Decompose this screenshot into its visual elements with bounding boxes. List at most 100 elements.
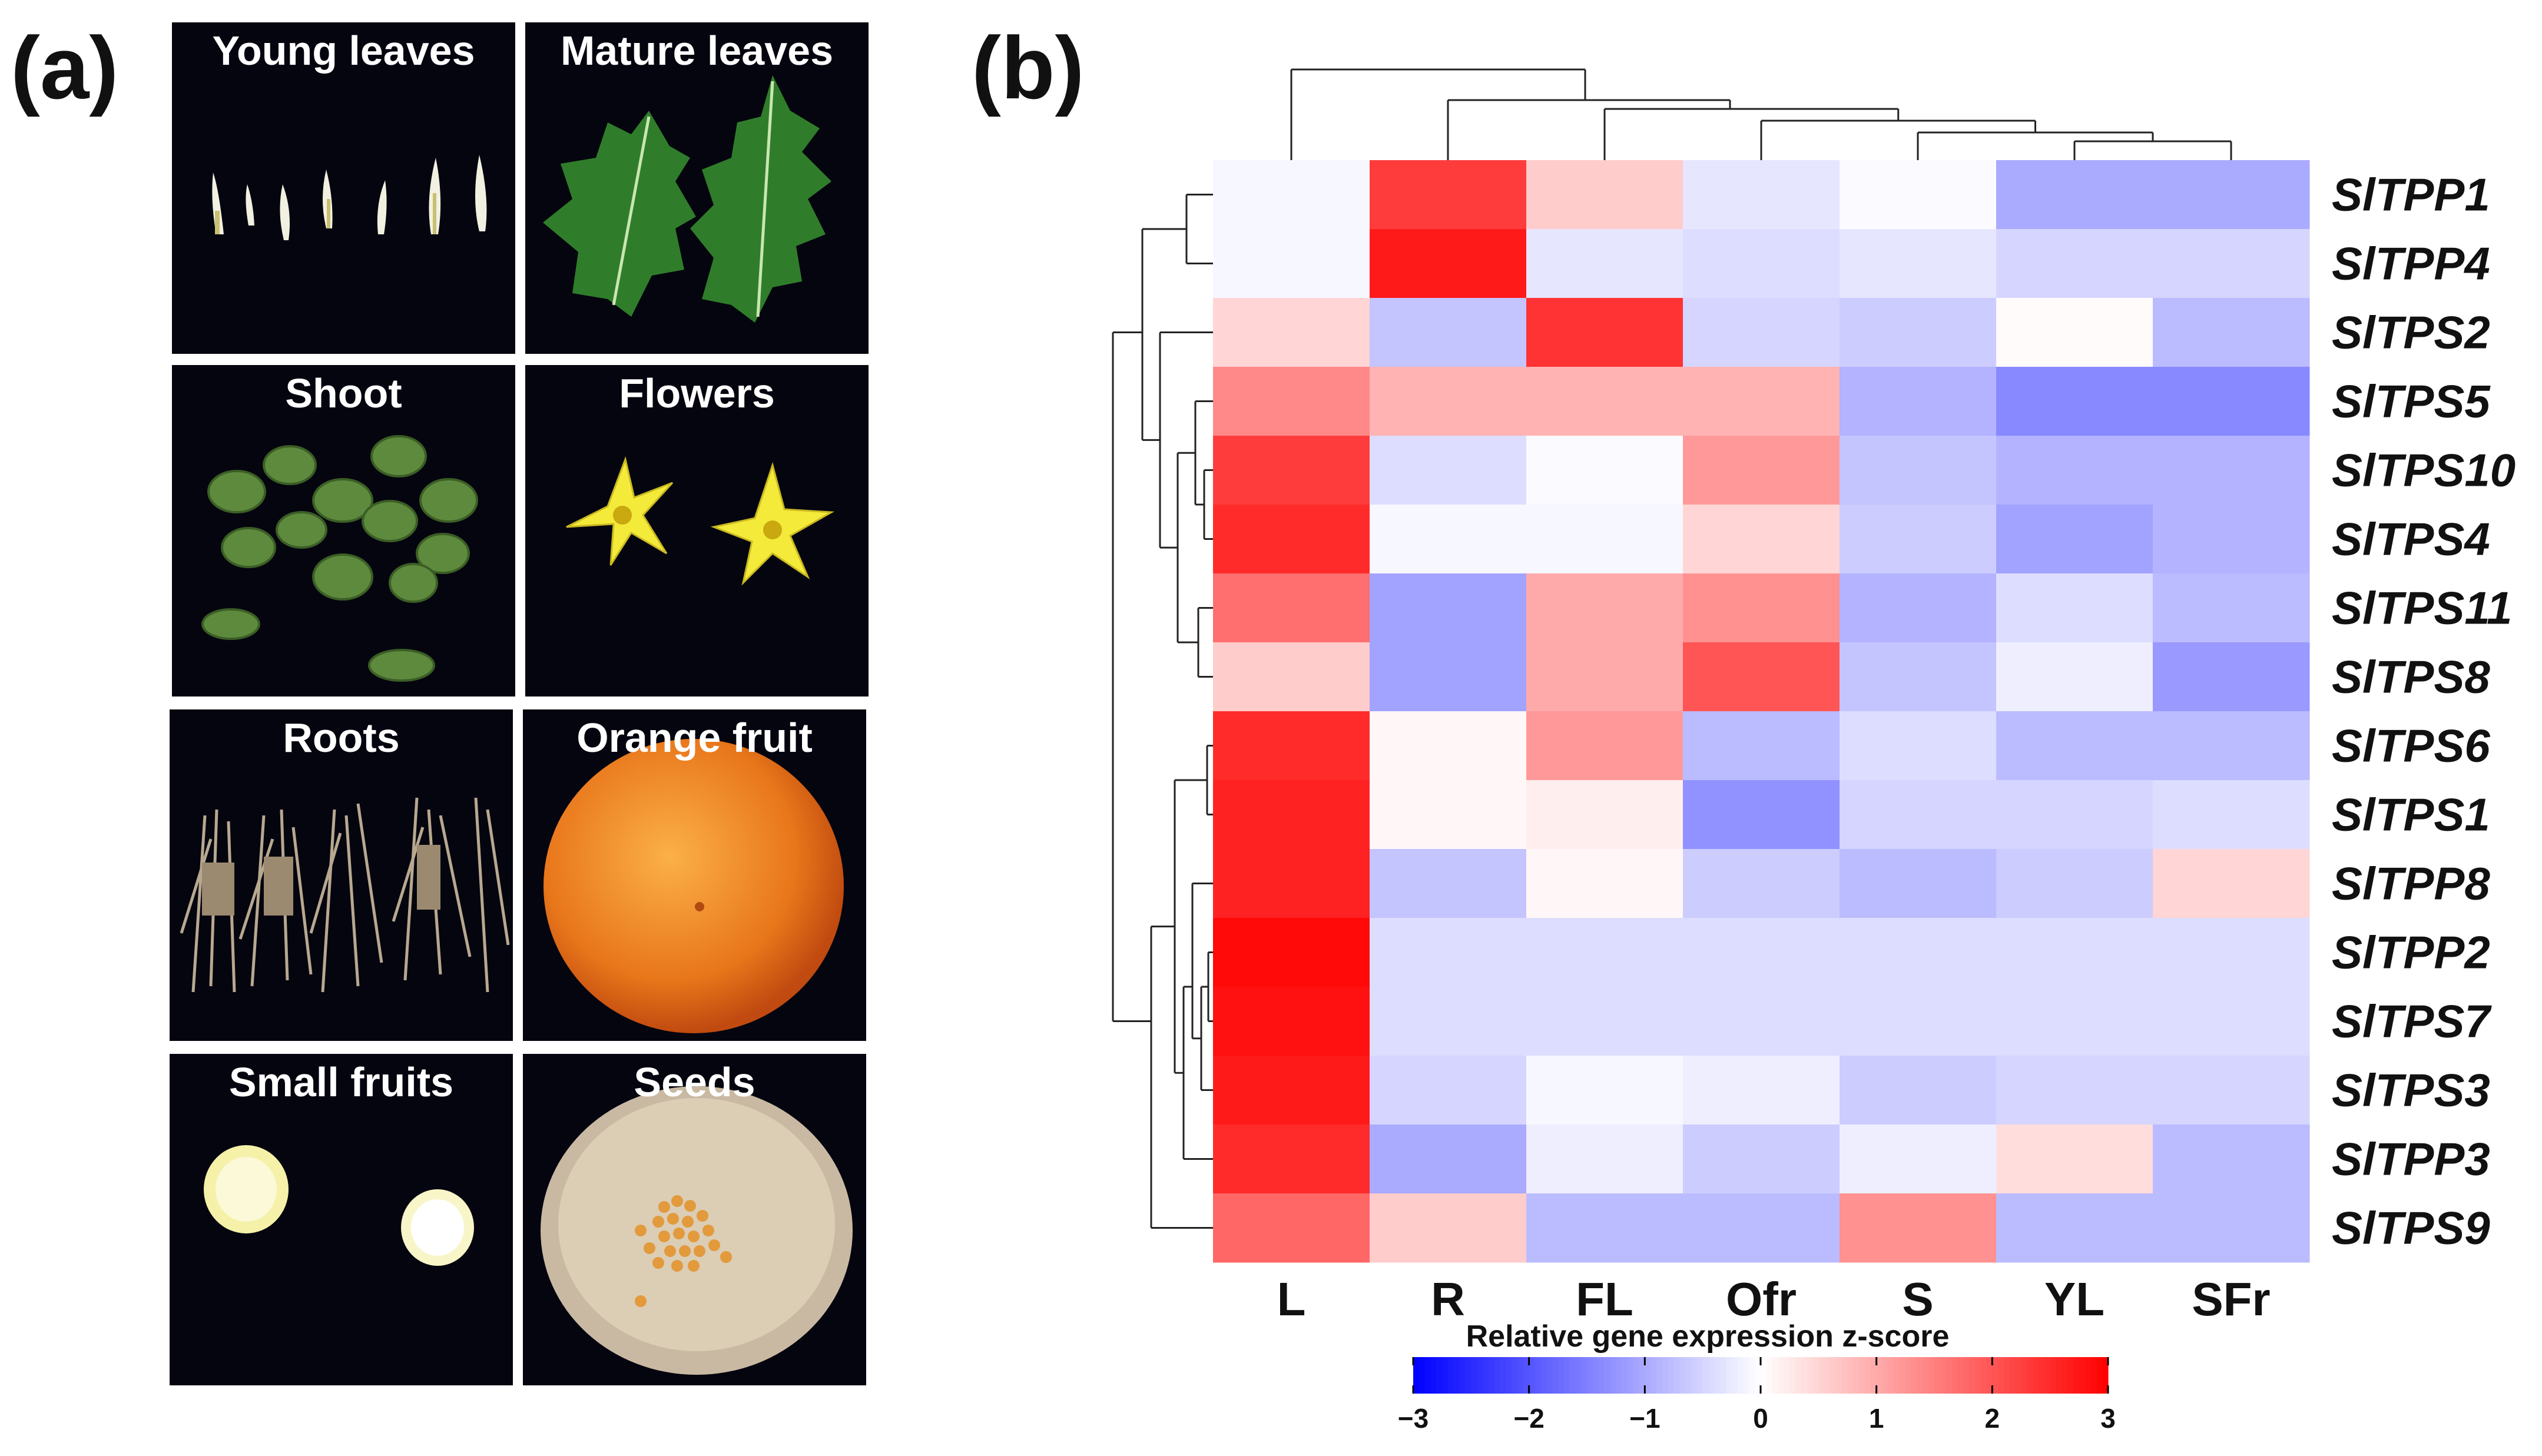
heatmap-cell bbox=[1840, 160, 1997, 230]
colorbar-segment bbox=[2009, 1357, 2016, 1394]
heatmap-cell bbox=[1683, 1125, 1840, 1194]
heatmap-cell bbox=[1213, 987, 1370, 1056]
colorbar-segment bbox=[2044, 1357, 2051, 1394]
colorbar-segment bbox=[1923, 1357, 1929, 1394]
colorbar-segment bbox=[2084, 1357, 2092, 1394]
colorbar-segment bbox=[1807, 1357, 1814, 1394]
colorbar-segment bbox=[1859, 1357, 1865, 1394]
seeds-image bbox=[541, 1086, 853, 1375]
heatmap-cell bbox=[1996, 780, 2153, 850]
heatmap-cell bbox=[1996, 1193, 2153, 1263]
heatmap-cell bbox=[1213, 849, 1370, 918]
heatmap-cell bbox=[1683, 160, 1840, 230]
colorbar-segment bbox=[1963, 1357, 1970, 1394]
colorbar-segment bbox=[1853, 1357, 1860, 1394]
heatmap-cell bbox=[2153, 1056, 2310, 1125]
colorbar-segment bbox=[1876, 1357, 1883, 1394]
colorbar-tick-label: 2 bbox=[1985, 1403, 2000, 1434]
colorbar-segment bbox=[1824, 1357, 1831, 1394]
colorbar-segment bbox=[1865, 1357, 1871, 1394]
heatmap-cell bbox=[1996, 642, 2153, 712]
row-label: SlTPP4 bbox=[2332, 238, 2490, 290]
row-label: SlTPS11 bbox=[2332, 582, 2512, 634]
colorbar-segment bbox=[1633, 1357, 1640, 1394]
colorbar-segment bbox=[1512, 1357, 1518, 1394]
colorbar-segment bbox=[1818, 1357, 1825, 1394]
row-label: SlTPS2 bbox=[2332, 307, 2490, 359]
roots-image bbox=[180, 797, 510, 993]
colorbar-segment bbox=[1749, 1357, 1755, 1394]
colorbar-segment bbox=[1870, 1357, 1877, 1394]
colorbar-segment bbox=[1743, 1357, 1749, 1394]
colorbar-segment bbox=[1969, 1357, 1976, 1394]
mature-leaves-image bbox=[543, 75, 831, 323]
heatmap-cell bbox=[1996, 436, 2153, 505]
colorbar-segment bbox=[1772, 1357, 1779, 1394]
colorbar-segment bbox=[1529, 1357, 1536, 1394]
heatmap-cell bbox=[1996, 1056, 2153, 1125]
colorbar-segment bbox=[1778, 1357, 1784, 1394]
colorbar-segment bbox=[2096, 1357, 2103, 1394]
colorbar-segment bbox=[1766, 1357, 1773, 1394]
heatmap-cell bbox=[1526, 1125, 1683, 1194]
row-label: SlTPP1 bbox=[2332, 169, 2490, 221]
colorbar-segment bbox=[1986, 1357, 1993, 1394]
heatmap-cell bbox=[1683, 573, 1840, 643]
colorbar-segment bbox=[1488, 1357, 1495, 1394]
colorbar-segment bbox=[1894, 1357, 1900, 1394]
colorbar-segment bbox=[1471, 1357, 1477, 1394]
colorbar-segment bbox=[1900, 1357, 1906, 1394]
photo-small-fruits: Small fruits bbox=[170, 1054, 513, 1385]
column-label: R bbox=[1431, 1273, 1465, 1325]
colorbar-segment bbox=[1980, 1357, 1987, 1394]
expression-heatmap: SlTPP1SlTPP4SlTPS2SlTPS5SlTPS10SlTPS4SlT… bbox=[1112, 68, 2516, 1434]
photo-title: Young leaves bbox=[212, 28, 475, 74]
colorbar-segment bbox=[1714, 1357, 1721, 1394]
heatmap-cell bbox=[1840, 573, 1997, 643]
heatmap-cell bbox=[1683, 505, 1840, 574]
colorbar-segment bbox=[1587, 1357, 1593, 1394]
heatmap-cell bbox=[1526, 160, 1683, 230]
photo-title: Mature leaves bbox=[560, 28, 834, 74]
colorbar-segment bbox=[1679, 1357, 1686, 1394]
heatmap-cell bbox=[1526, 987, 1683, 1056]
colorbar-segment bbox=[1702, 1357, 1709, 1394]
row-label: SlTPP3 bbox=[2332, 1133, 2490, 1185]
panel-label-b: (b) bbox=[972, 18, 1085, 117]
heatmap-cell bbox=[1683, 711, 1840, 781]
heatmap-cell bbox=[2153, 160, 2310, 230]
row-label: SlTPS1 bbox=[2332, 789, 2490, 841]
colorbar-segment bbox=[1639, 1357, 1645, 1394]
heatmap-cell bbox=[1683, 1193, 1840, 1263]
heatmap-cell bbox=[1996, 849, 2153, 918]
heatmap-cell bbox=[1526, 573, 1683, 643]
heatmap-cell bbox=[1526, 849, 1683, 918]
heatmap-cell bbox=[1840, 1125, 1997, 1194]
colorbar-segment bbox=[1940, 1357, 1947, 1394]
heatmap-cell bbox=[1840, 367, 1997, 436]
colorbar-segment bbox=[1500, 1357, 1506, 1394]
column-labels: L R FL Ofr S YL SFr bbox=[1277, 1273, 2271, 1325]
colorbar-segment bbox=[1668, 1357, 1675, 1394]
column-label: FL bbox=[1576, 1273, 1633, 1325]
heatmap-cell bbox=[1683, 229, 1840, 299]
colorbar-segment bbox=[1494, 1357, 1501, 1394]
colorbar-segment bbox=[2027, 1357, 2033, 1394]
colorbar-segment bbox=[1557, 1357, 1565, 1394]
colorbar-segment bbox=[1523, 1357, 1530, 1394]
colorbar-segment bbox=[1795, 1357, 1802, 1394]
heatmap-cell bbox=[1213, 642, 1370, 712]
heatmap-cell bbox=[1213, 505, 1370, 574]
colorbar-tick-label: 1 bbox=[1869, 1403, 1884, 1434]
heatmap-cell bbox=[1370, 642, 1527, 712]
photo-seeds: Seeds bbox=[523, 1054, 866, 1385]
heatmap-cell bbox=[2153, 780, 2310, 850]
heatmap-cell bbox=[2153, 987, 2310, 1056]
heatmap-cell bbox=[2153, 298, 2310, 367]
colorbar-segment bbox=[1656, 1357, 1663, 1394]
photo-shoot: Shoot bbox=[172, 365, 515, 697]
heatmap-cell bbox=[1370, 298, 1527, 367]
colorbar-segment bbox=[1506, 1357, 1512, 1394]
heatmap-cell bbox=[1370, 436, 1527, 505]
small-fruits-image bbox=[204, 1145, 474, 1266]
